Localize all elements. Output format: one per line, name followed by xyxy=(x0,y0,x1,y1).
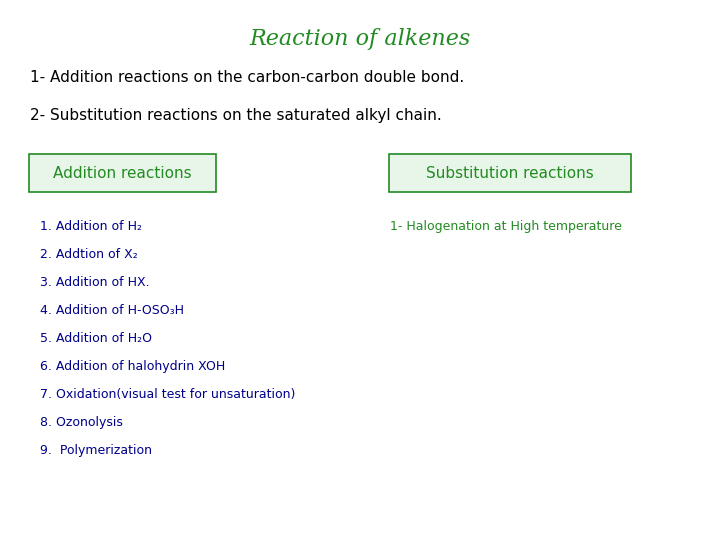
Text: 1- Addition reactions on the carbon-carbon double bond.: 1- Addition reactions on the carbon-carb… xyxy=(30,70,464,85)
Text: Substitution reactions: Substitution reactions xyxy=(426,165,594,180)
Text: 8. Ozonolysis: 8. Ozonolysis xyxy=(40,416,123,429)
Text: 3. Addition of HX.: 3. Addition of HX. xyxy=(40,276,150,289)
Text: 1- Halogenation at High temperature: 1- Halogenation at High temperature xyxy=(390,220,622,233)
Text: 2. Addtion of X₂: 2. Addtion of X₂ xyxy=(40,248,138,261)
FancyBboxPatch shape xyxy=(389,154,631,192)
Text: Reaction of alkenes: Reaction of alkenes xyxy=(249,28,471,50)
FancyBboxPatch shape xyxy=(29,154,216,192)
Text: Addition reactions: Addition reactions xyxy=(53,165,192,180)
Text: 4. Addition of H-OSO₃H: 4. Addition of H-OSO₃H xyxy=(40,304,184,317)
Text: 6. Addition of halohydrin XOH: 6. Addition of halohydrin XOH xyxy=(40,360,225,373)
Text: 1. Addition of H₂: 1. Addition of H₂ xyxy=(40,220,142,233)
Text: 5. Addition of H₂O: 5. Addition of H₂O xyxy=(40,332,152,345)
Text: 9.  Polymerization: 9. Polymerization xyxy=(40,444,152,457)
Text: 2- Substitution reactions on the saturated alkyl chain.: 2- Substitution reactions on the saturat… xyxy=(30,108,442,123)
Text: 7. Oxidation(visual test for unsaturation): 7. Oxidation(visual test for unsaturatio… xyxy=(40,388,295,401)
